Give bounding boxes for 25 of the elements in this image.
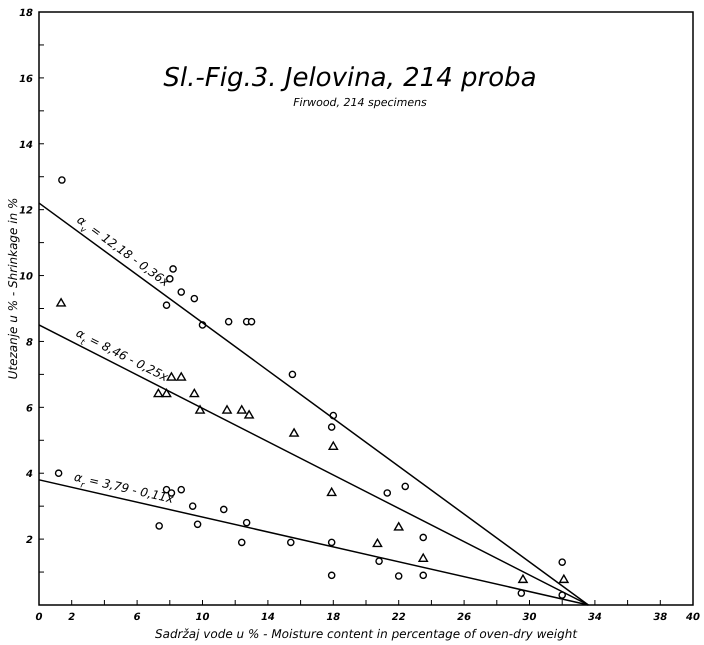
x-tick-label: 38 [653,612,668,623]
y-tick-label: 16 [19,74,34,85]
x-tick-label: 34 [588,612,602,623]
y-tick-label: 10 [19,272,34,283]
y-tick-label: 4 [25,469,34,480]
x-tick-label: 0 [36,612,43,623]
x-tick-label: 40 [685,612,700,623]
text: Firwood, 214 specimens [293,96,428,109]
x-tick-label: 18 [326,612,340,623]
y-tick-label: 6 [26,403,34,414]
y-tick-label: 14 [19,140,34,151]
x-axis-title: Sadržaj vode u % - Moisture content in percentage of oven-dry weight [154,627,578,641]
x-tick-label: 30 [522,612,536,623]
text: Sl.-Fig.3. Jelovina, 214 proba [163,63,537,93]
x-tick-label: 14 [260,612,275,623]
x-tick-label: 22 [392,612,406,623]
x-tick-label: 6 [134,612,141,623]
y-tick-label: 2 [26,535,34,546]
x-tick-label: 2 [68,612,76,623]
y-axis-title: Utezanje u % - Shrinkage in % [6,198,20,380]
x-tick-label: 10 [196,612,210,623]
y-tick-label: 8 [26,337,34,348]
x-tick-label: 26 [457,612,472,623]
y-tick-label: 18 [19,8,34,19]
y-tick-label: 12 [19,206,34,217]
